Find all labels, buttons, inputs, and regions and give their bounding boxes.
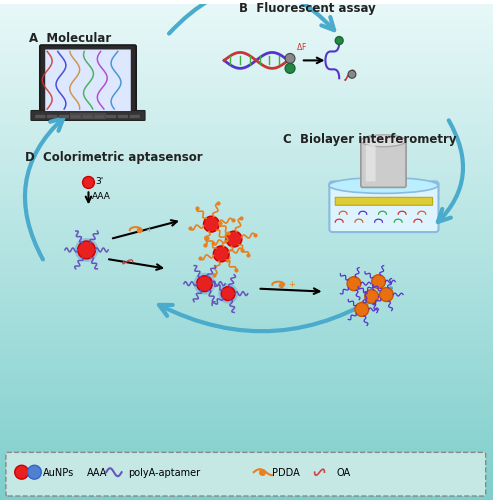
Circle shape	[203, 216, 219, 232]
Circle shape	[194, 273, 215, 294]
Text: polyA-aptamer: polyA-aptamer	[128, 468, 200, 478]
Text: AAA: AAA	[87, 468, 107, 478]
Circle shape	[348, 70, 356, 78]
Text: D  Colorimetric aptasensor: D Colorimetric aptasensor	[25, 150, 202, 164]
FancyBboxPatch shape	[71, 113, 106, 119]
FancyBboxPatch shape	[59, 115, 69, 118]
Circle shape	[83, 176, 94, 188]
Circle shape	[335, 36, 343, 44]
FancyBboxPatch shape	[329, 182, 438, 232]
FancyBboxPatch shape	[71, 115, 81, 118]
Circle shape	[218, 284, 238, 304]
Circle shape	[285, 54, 295, 64]
Text: A  Molecular: A Molecular	[30, 32, 112, 44]
Circle shape	[78, 241, 95, 259]
FancyBboxPatch shape	[6, 452, 485, 496]
Circle shape	[355, 302, 369, 316]
Text: OA: OA	[336, 468, 350, 478]
FancyBboxPatch shape	[130, 115, 140, 118]
Text: +: +	[288, 280, 295, 288]
Circle shape	[196, 276, 212, 291]
Ellipse shape	[361, 135, 406, 146]
FancyArrowPatch shape	[438, 120, 463, 222]
Text: +: +	[145, 225, 152, 234]
FancyBboxPatch shape	[335, 198, 432, 205]
Text: AAA: AAA	[92, 192, 110, 202]
FancyArrowPatch shape	[159, 288, 391, 332]
FancyBboxPatch shape	[31, 110, 145, 120]
Text: AuNPs: AuNPs	[43, 468, 75, 478]
FancyBboxPatch shape	[45, 50, 131, 111]
Circle shape	[226, 231, 242, 247]
Circle shape	[347, 276, 361, 290]
FancyBboxPatch shape	[35, 115, 46, 118]
Circle shape	[221, 286, 235, 300]
Circle shape	[15, 466, 29, 479]
FancyBboxPatch shape	[82, 115, 93, 118]
FancyBboxPatch shape	[40, 45, 136, 116]
FancyBboxPatch shape	[47, 115, 57, 118]
Circle shape	[380, 288, 393, 302]
FancyBboxPatch shape	[118, 115, 128, 118]
Circle shape	[372, 274, 385, 288]
Circle shape	[365, 290, 379, 304]
FancyBboxPatch shape	[94, 115, 104, 118]
Text: B  Fluorescent assay: B Fluorescent assay	[239, 2, 376, 15]
FancyArrowPatch shape	[169, 0, 334, 34]
FancyBboxPatch shape	[361, 139, 406, 188]
FancyBboxPatch shape	[106, 115, 116, 118]
FancyBboxPatch shape	[366, 144, 376, 182]
Circle shape	[28, 466, 41, 479]
Circle shape	[213, 246, 229, 262]
Text: PDDA: PDDA	[273, 468, 300, 478]
Text: C  Biolayer interferometry: C Biolayer interferometry	[283, 133, 456, 146]
Text: 3': 3'	[95, 178, 104, 186]
Ellipse shape	[329, 178, 438, 194]
Text: $\Delta$F: $\Delta$F	[296, 42, 307, 52]
FancyArrowPatch shape	[25, 118, 63, 260]
Circle shape	[285, 64, 295, 74]
Circle shape	[75, 238, 98, 262]
